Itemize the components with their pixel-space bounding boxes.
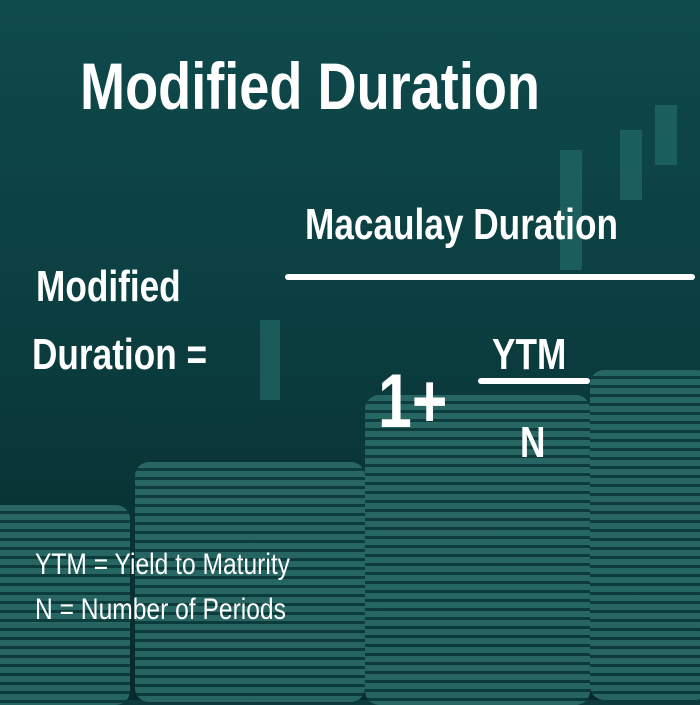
- coin-stack: [0, 505, 130, 705]
- coin-stack: [590, 370, 700, 700]
- legend-ytm: YTM = Yield to Maturity: [35, 548, 290, 581]
- lhs-line2: Duration =: [32, 330, 208, 379]
- inner-denominator: N: [520, 418, 546, 467]
- one-plus: 1+: [378, 359, 448, 444]
- coin-stack: [365, 395, 590, 705]
- chart-candle: [655, 105, 677, 165]
- numerator: Macaulay Duration: [305, 200, 618, 249]
- chart-candle: [620, 130, 642, 200]
- fraction-bar: [285, 274, 695, 280]
- lhs-line1: Modified: [36, 262, 181, 311]
- legend-n: N = Number of Periods: [35, 593, 286, 626]
- inner-numerator: YTM: [492, 330, 567, 379]
- chart-candle: [560, 150, 582, 270]
- chart-candle: [260, 320, 280, 400]
- page-title: Modified Duration: [80, 49, 540, 123]
- coin-stack: [135, 462, 365, 702]
- inner-fraction-bar: [478, 378, 590, 384]
